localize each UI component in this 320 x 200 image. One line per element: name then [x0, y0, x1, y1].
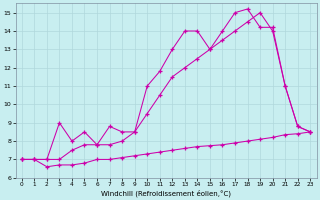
X-axis label: Windchill (Refroidissement éolien,°C): Windchill (Refroidissement éolien,°C)	[101, 189, 231, 197]
